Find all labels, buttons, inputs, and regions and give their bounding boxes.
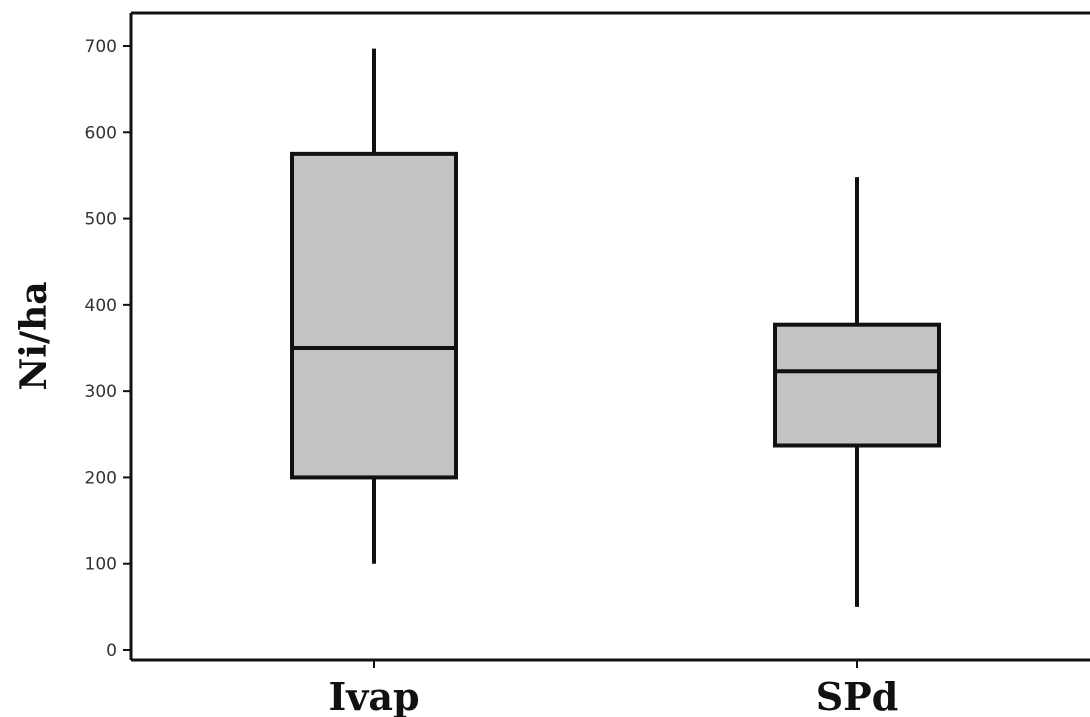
y-axis-ticks: 0 100 200 300 400 500 600 700	[85, 37, 131, 661]
y-tick-label: 100	[85, 555, 117, 575]
x-axis-ticks: Ivap SPd	[328, 660, 898, 717]
iqr-box	[290, 151, 458, 480]
y-tick-label: 300	[85, 382, 117, 402]
y-tick-label: 500	[85, 210, 117, 230]
box-series	[290, 48, 941, 607]
plot-frame	[129, 11, 1090, 662]
y-tick-label: 400	[85, 296, 117, 316]
y-axis-title: Ni/ha	[13, 281, 55, 390]
y-tick-label: 600	[85, 123, 117, 143]
y-tick-label: 700	[85, 37, 117, 57]
x-tick-label: Ivap	[328, 674, 419, 717]
y-tick-label: 200	[85, 468, 117, 488]
y-tick-label: 0	[106, 641, 117, 661]
box-spd	[773, 177, 941, 607]
x-tick-label: SPd	[816, 674, 899, 717]
iqr-box	[773, 322, 941, 448]
box-ivap	[290, 48, 458, 564]
